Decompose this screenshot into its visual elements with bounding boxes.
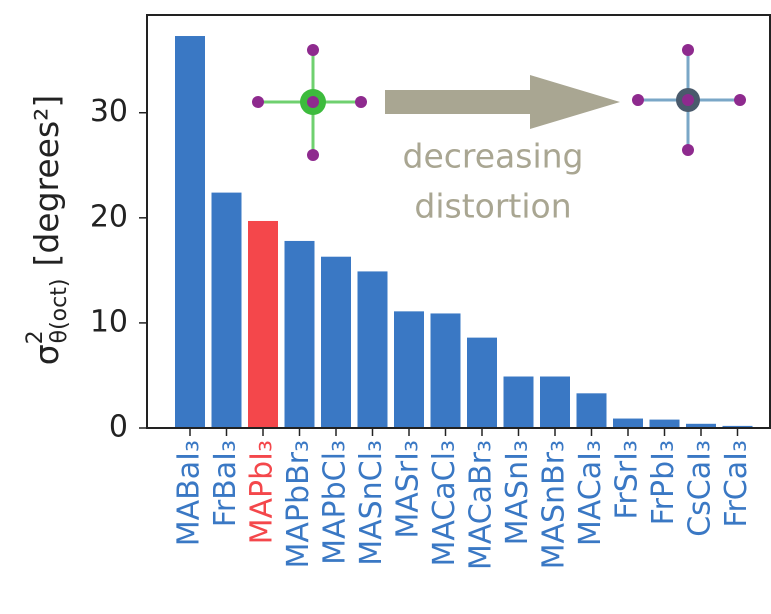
annotation: decreasing bbox=[403, 137, 584, 176]
x-tick-label: FrSrI₃ bbox=[610, 440, 645, 520]
bar bbox=[394, 311, 424, 428]
x-tick-label: MAPbBr₃ bbox=[281, 440, 316, 568]
x-tick-label: MAPbI₃ bbox=[245, 440, 280, 544]
bar bbox=[211, 192, 242, 428]
bar bbox=[722, 425, 753, 428]
y-label-sup: 2 bbox=[23, 330, 48, 344]
bar bbox=[540, 376, 570, 428]
y-tick-label: 10 bbox=[90, 304, 128, 339]
y-label-unit: [degrees²] bbox=[27, 95, 66, 267]
molecule-right bbox=[632, 44, 746, 156]
bar bbox=[576, 393, 607, 428]
molecule-left bbox=[252, 44, 367, 161]
bar bbox=[430, 313, 461, 428]
y-tick-label: 30 bbox=[90, 94, 128, 129]
bar bbox=[284, 240, 315, 428]
y-label-sub: θ(oct) bbox=[47, 279, 72, 344]
bar bbox=[248, 220, 278, 428]
x-tick-label: MAPbCl₃ bbox=[318, 440, 353, 565]
x-tick-label: FrPbI₃ bbox=[646, 440, 681, 525]
x-tick-label: MASnI₃ bbox=[500, 440, 535, 545]
axes-frame bbox=[146, 14, 771, 429]
bar bbox=[357, 271, 388, 428]
y-tick-label: 0 bbox=[109, 410, 128, 445]
y-tick-label: 20 bbox=[90, 199, 128, 234]
y-axis-label: σ2θ(oct) [degrees²] bbox=[23, 95, 72, 366]
x-tick-label: MABaI₃ bbox=[172, 440, 207, 546]
x-tick-label: MACaI₃ bbox=[573, 440, 608, 546]
bar bbox=[503, 376, 534, 428]
x-tick-label: MASrI₃ bbox=[391, 440, 426, 539]
bar bbox=[613, 418, 643, 428]
x-tick-label: CsCaI₃ bbox=[683, 440, 718, 537]
x-tick-label: MASnBr₃ bbox=[537, 440, 572, 569]
annotation: distortion bbox=[414, 187, 571, 226]
bar bbox=[686, 423, 716, 428]
bar bbox=[467, 337, 497, 428]
x-tick-label: FrCaI₃ bbox=[719, 440, 754, 528]
arrow bbox=[385, 75, 620, 129]
x-tick-label: MACaCl₃ bbox=[427, 440, 462, 567]
bar bbox=[321, 256, 351, 428]
x-tick-label: MACaBr₃ bbox=[464, 440, 499, 570]
x-tick-label: MASnCl₃ bbox=[354, 440, 389, 566]
bar bbox=[175, 36, 205, 428]
y-label-symbol: σ bbox=[27, 344, 66, 365]
x-tick-label: FrBaI₃ bbox=[208, 440, 243, 527]
bar bbox=[649, 419, 680, 428]
